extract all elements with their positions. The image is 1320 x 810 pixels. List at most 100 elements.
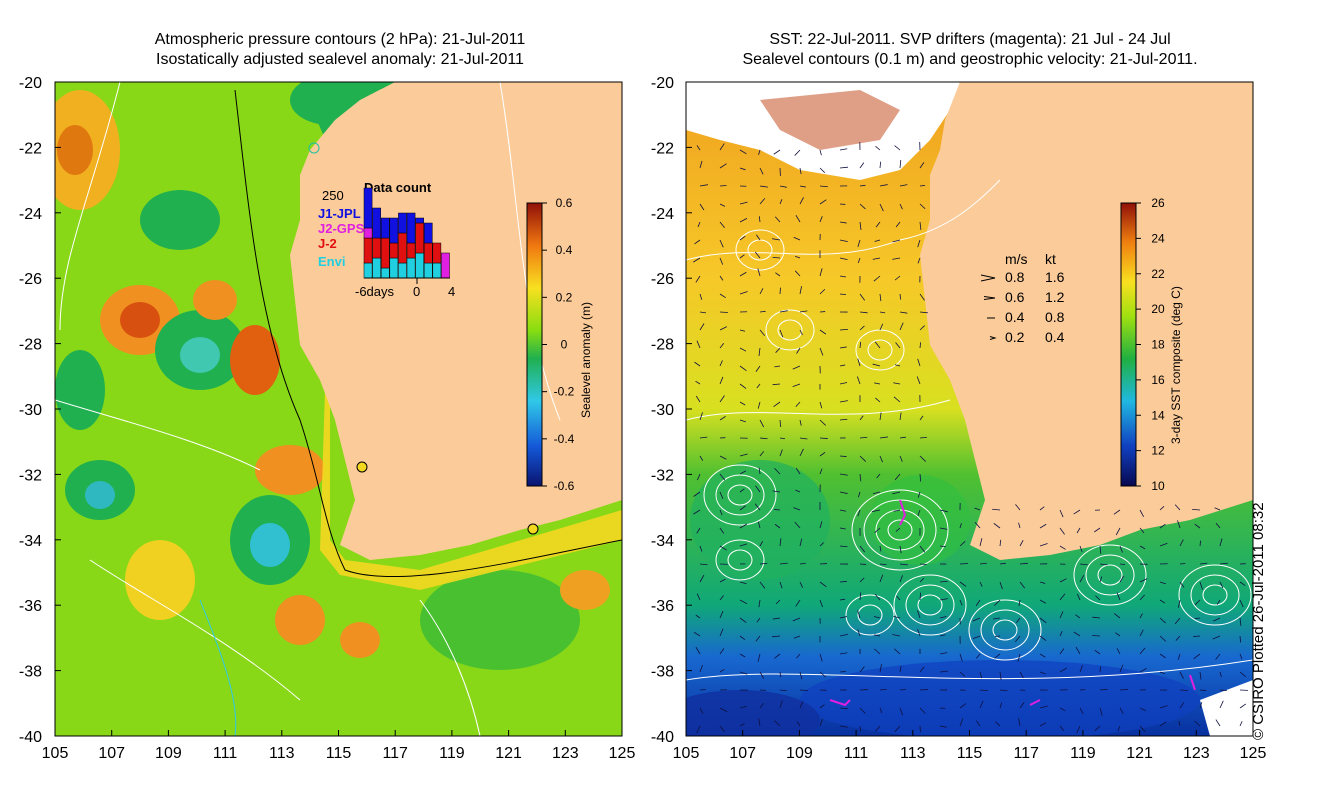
velocity-arrow: [839, 400, 848, 403]
inset-bar: [415, 222, 424, 254]
velocity-arrow: [739, 254, 745, 259]
velocity-arrow: [779, 581, 783, 589]
inset-bar: [432, 242, 442, 264]
velocity-arrow: [696, 593, 701, 601]
velocity-key-ms: 0.8: [1005, 269, 1025, 285]
velocity-arrow: [695, 380, 701, 385]
velocity-arrow: [719, 545, 727, 551]
velocity-arrow: [859, 707, 866, 714]
velocity-arrow: [1117, 725, 1121, 732]
velocity-arrow: [1019, 539, 1024, 547]
inset-bar: [441, 252, 450, 279]
velocity-arrow: [1177, 520, 1181, 529]
lat-tick-label: -26: [651, 271, 674, 288]
velocity-arrow: [917, 257, 921, 264]
velocity-arrow: [819, 268, 823, 277]
velocity-arrow: [1018, 599, 1021, 607]
velocity-arrow: [939, 652, 948, 655]
velocity-arrow: [1239, 617, 1242, 626]
velocity-arrow: [893, 509, 901, 512]
colorbar-tick-label: 26: [1151, 196, 1165, 210]
velocity-arrow: [719, 491, 724, 499]
velocity-arrow: [819, 437, 828, 439]
velocity-arrow: [819, 419, 826, 426]
velocity-arrow: [859, 666, 865, 673]
velocity-arrow: [779, 199, 783, 205]
velocity-arrow: [959, 671, 966, 677]
lat-tick-label: -24: [19, 206, 42, 223]
left-map-axes: 105 107 109 111 113 115 117 119 121 123 125 -20 -22 -…: [19, 75, 636, 762]
velocity-arrow: [1015, 504, 1021, 511]
lon-tick-label: 109: [786, 745, 813, 762]
velocity-arrow: [1239, 581, 1246, 586]
velocity-arrow: [1139, 647, 1146, 655]
velocity-arrow: [919, 436, 927, 439]
velocity-arrow: [819, 581, 827, 588]
lat-tick-label: -32: [651, 467, 674, 484]
right-title-line2: Sealevel contours (0.1 m) and geostrophi…: [742, 51, 1198, 68]
inset-bar: [380, 237, 390, 269]
sealevel-contour: [857, 604, 883, 626]
velocity-arrow: [739, 470, 747, 475]
velocity-arrow: [919, 415, 924, 421]
sealevel-contour: [765, 309, 815, 351]
velocity-arrow: [876, 473, 881, 479]
velocity-arrow: [959, 581, 967, 587]
velocity-arrow: [919, 707, 926, 714]
velocity-arrow: [999, 581, 1003, 590]
velocity-arrow: [999, 539, 1002, 547]
sealevel-contour: [845, 594, 895, 636]
velocity-arrow: [779, 437, 786, 440]
velocity-arrow: [939, 616, 947, 619]
velocity-arrow: [1092, 616, 1101, 619]
velocity-arrow: [857, 358, 861, 367]
velocity-arrow: [979, 581, 983, 587]
sealevel-contour: [1097, 564, 1123, 586]
velocity-arrow: [874, 382, 881, 385]
inset-bar: [406, 212, 416, 244]
velocity-arrow: [739, 523, 748, 529]
velocity-header-kt: kt: [1045, 251, 1056, 267]
velocity-arrow: [799, 448, 804, 457]
velocity-arrow: [873, 275, 881, 282]
velocity-arrow: [699, 293, 703, 300]
sealevel-anomaly-map: [55, 82, 622, 736]
velocity-arrow: [719, 707, 728, 713]
velocity-arrow: [879, 412, 882, 421]
velocity-arrow: [739, 453, 748, 457]
colorbar-tick-label: 0.6: [556, 196, 573, 210]
velocity-arrow: [1019, 562, 1028, 565]
velocity-key-arrow: [980, 274, 996, 282]
velocity-arrow: [919, 342, 921, 349]
lon-tick-label: 121: [495, 745, 522, 762]
velocity-arrow: [739, 488, 745, 493]
velocity-arrow: [1178, 720, 1181, 727]
velocity-arrow: [992, 508, 1001, 511]
velocity-arrow: [857, 239, 861, 247]
velocity-arrow: [819, 347, 824, 356]
velocity-arrow: [1239, 653, 1243, 660]
velocity-arrow: [972, 635, 981, 639]
lat-tick-label: -28: [19, 337, 42, 354]
velocity-arrow: [1059, 630, 1063, 637]
velocity-arrow: [759, 562, 768, 565]
velocity-arrow: [899, 689, 907, 691]
velocity-arrow: [1199, 540, 1202, 547]
velocity-arrow: [874, 648, 881, 655]
inset-bar: [372, 207, 381, 239]
sst-colorbar: 26 24 22 20 18 16 14 12 10 3-day SST composite (…: [1120, 196, 1183, 493]
velocity-arrow: [1059, 509, 1064, 518]
velocity-arrow: [755, 635, 761, 642]
velocity-arrow: [759, 541, 763, 547]
velocity-arrow: [754, 503, 761, 511]
velocity-arrow: [872, 363, 881, 367]
velocity-arrow: [693, 631, 701, 637]
velocity-key-ms: 0.6: [1005, 289, 1025, 305]
velocity-arrow: [1159, 635, 1167, 642]
velocity-arrow: [899, 707, 903, 716]
velocity-arrow: [775, 599, 781, 605]
velocity-arrow: [1192, 508, 1201, 511]
sealevel-contour: [1202, 584, 1228, 606]
velocity-arrow: [759, 702, 764, 709]
velocity-arrow: [1139, 545, 1146, 550]
